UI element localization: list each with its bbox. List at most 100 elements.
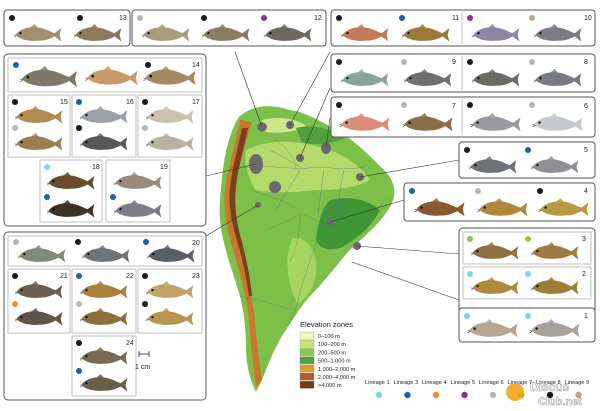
lineage-dot [12,125,18,131]
parana-lowland [287,237,317,304]
lineage-dot [12,99,18,105]
panel-number: 18 [92,164,100,171]
panel-number: 15 [60,99,68,106]
elevation-swatch [299,356,315,364]
elevation-zone-label: 0–100 m [318,334,340,340]
lineage-swatch [461,391,468,399]
panel-11-10: 11 10 [330,9,596,47]
lineage-dot [529,102,535,108]
lineage-swatch [432,391,440,399]
lineage-dot [529,59,535,65]
panel-number: 24 [126,340,134,347]
lineage-swatch [375,391,383,399]
lineage-dot [401,102,407,108]
panel-7-6: 7 6 [330,96,596,138]
scale-bar: 1 cm [135,351,150,371]
lineage-swatch [489,391,497,399]
panel-number: 12 [314,15,322,22]
negro-river [269,149,303,169]
locality-marker [269,181,281,193]
elevation-swatch [299,331,315,340]
lineage-dot [464,313,470,319]
lineage-dot [467,59,473,65]
lineage-swatch [575,391,582,399]
lineage-dot [76,301,82,307]
lineage-dot [537,188,543,194]
lineage-label: Lineage 6 [479,380,504,386]
elevation-swatch [299,364,315,373]
lineage-label: Lineage 7 [508,380,533,386]
elevation-zone-label: 500–1,000 m [318,359,351,365]
lineage-dot [76,273,82,279]
panel-number: 17 [192,99,200,106]
lineage-dot [76,99,82,105]
lineage-dot [76,125,82,131]
lineage-dot [76,368,82,374]
lineage-dot [142,301,148,307]
panel-number: 4 [584,188,588,195]
lineage-dot [261,15,267,21]
parana-river [287,237,319,327]
lineage-dot [44,194,50,200]
panel-number: 6 [584,103,588,110]
panel-number: 13 [119,15,127,22]
elevation-zone-label: >4,000 m [318,383,342,389]
lineage-dot [525,147,531,153]
panel-number: 5 [584,147,588,154]
lineage-dot [44,164,50,170]
elevation-legend-title: Elevation zones [300,320,353,329]
lineage-label: Lineage 4 [422,380,447,386]
lineage-label: Lineage 8 [536,380,561,386]
amazon-basin [245,141,370,193]
xingu-river [337,169,345,221]
lineage-label: Lineage 9 [565,380,590,386]
panel-number: 9 [452,59,456,66]
lineage-dot [467,102,473,108]
scale-bar-label: 1 cm [135,364,150,371]
lineage-dot [142,99,148,105]
lineage-swatch [404,391,411,399]
lineage-dot [464,147,470,153]
tapajos-river [317,169,325,215]
lineage-dot [13,239,19,245]
lineage-dot [12,301,18,307]
south-america-map [219,106,395,393]
panel-number: 10 [584,15,592,22]
watermark-logo: Discus Club.net [506,380,583,408]
sao-francisco-river [365,197,389,233]
andes-peaks [229,128,252,296]
panel-number: 16 [126,99,134,106]
panel-14-19-group: 14 15 16 17 18 19 [3,53,207,227]
lineage-dot [145,62,151,68]
lineage-dot [9,15,15,21]
lineage-dot [110,194,116,200]
panel-13: 13 [3,9,131,47]
elevation-legend: Elevation zones 0–100 m 100–200 m 200–500 … [299,320,356,389]
panel-number: 21 [60,273,68,280]
lineage-dot [475,188,481,194]
orinoco-llanos [262,118,306,133]
lineage-label: Lineage 1 [365,380,390,386]
lineage-dot [467,271,473,277]
elevation-zone-label: 2,000–4,000 m [318,375,356,381]
watermark-text: Discus [530,380,570,394]
lineage-dot [77,15,83,21]
elevation-zone-label: 200–500 m [318,350,346,356]
lineage-dot [142,273,148,279]
panel-number: 7 [452,103,456,110]
lineage-dot [525,313,531,319]
lineage-dot [467,15,473,21]
connector-lines [205,51,460,301]
lineage-dot [401,59,407,65]
lineage-dot [12,273,18,279]
lineage-label: Lineage 3 [394,380,419,386]
svg-text:Club.net: Club.net [538,396,582,408]
elevation-swatch [299,348,315,356]
elevation-swatch [299,372,315,381]
lineage-dot [467,236,473,242]
panel-number: 23 [192,273,200,280]
panel-12: 12 [131,9,327,47]
lineage-dot [525,236,531,242]
lineage-dot [336,102,342,108]
